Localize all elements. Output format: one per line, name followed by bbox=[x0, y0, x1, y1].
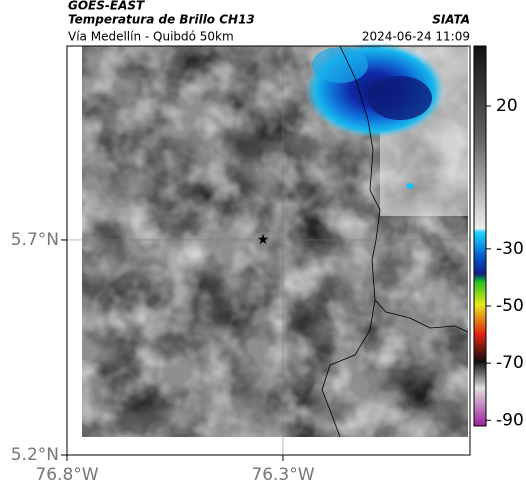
colorbar-label: 20 bbox=[496, 96, 518, 116]
lat-label: 5.2°N bbox=[11, 445, 59, 465]
colorbar-label: -30 bbox=[496, 239, 524, 259]
colorbar-ticks: 20 -30 -50 -70 -90 bbox=[486, 96, 524, 430]
lon-label: 76.3°W bbox=[251, 465, 314, 485]
source: SIATA bbox=[432, 13, 470, 27]
colorbar bbox=[473, 45, 487, 427]
colorbar-label: -50 bbox=[496, 296, 524, 316]
satellite-image bbox=[82, 42, 468, 437]
region: Vía Medellín - Quibdó 50km bbox=[68, 30, 234, 44]
subtitle: Temperatura de Brillo CH13 bbox=[68, 13, 255, 27]
borders bbox=[321, 45, 469, 438]
title: GOES-EAST bbox=[68, 0, 145, 13]
location-marker: ★ bbox=[257, 232, 270, 248]
lon-label: 76.8°W bbox=[35, 465, 98, 485]
colorbar-label: -70 bbox=[496, 353, 524, 373]
graticule: 5.7°N 5.2°N76.8°W 76.3°W bbox=[11, 46, 470, 485]
lat-label: 5.7°N bbox=[11, 230, 59, 250]
colorbar-label: -90 bbox=[496, 410, 524, 430]
datetime: 2024-06-24 11:09 bbox=[362, 30, 470, 44]
map-frame bbox=[66, 45, 471, 456]
